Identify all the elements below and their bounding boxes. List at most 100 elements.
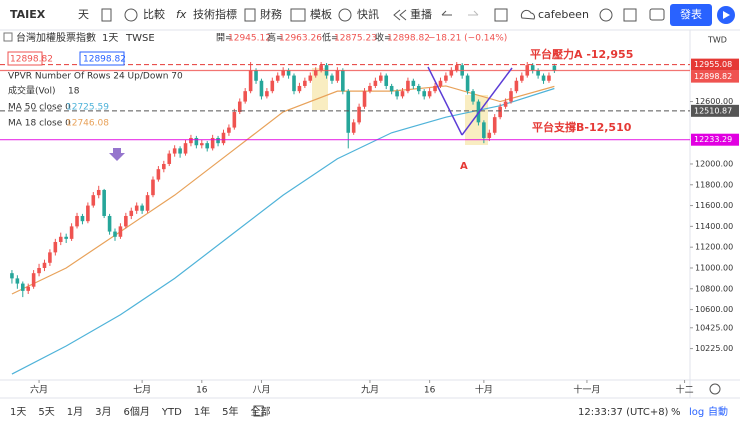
candle-body — [265, 91, 269, 97]
y-tick-label: 11800.00 — [695, 180, 733, 189]
candle-body — [406, 80, 410, 92]
candle-body — [124, 215, 128, 227]
candle-body — [53, 241, 58, 253]
date-range-icon[interactable] — [253, 405, 264, 417]
range-button[interactable]: 3月 — [95, 406, 111, 418]
candle-body — [232, 111, 237, 128]
candle-body — [216, 137, 220, 144]
clock: 12:33:37 (UTC+8) — [578, 407, 669, 418]
y-tick-label: 10800.00 — [695, 284, 733, 293]
replay-icon[interactable] — [393, 9, 407, 21]
legend-interval: 1天 — [102, 33, 118, 44]
candle-body — [205, 143, 210, 149]
range-button[interactable]: 1月 — [67, 406, 83, 418]
symbol[interactable]: TAIEX — [10, 8, 46, 21]
range-button[interactable]: 全部 — [251, 405, 271, 418]
layout-icon[interactable] — [494, 8, 508, 22]
change: −18.21 (−0.14%) — [428, 34, 507, 44]
user-name[interactable]: cafebeen — [538, 8, 589, 21]
settings-icon[interactable] — [599, 8, 613, 22]
templates-btn[interactable]: 模板 — [310, 7, 332, 21]
range-button[interactable]: 1天 — [10, 407, 26, 418]
candle-body — [48, 252, 52, 263]
ma-line — [11, 87, 555, 375]
fx-icon[interactable]: fx — [176, 8, 187, 21]
publish-button[interactable] — [670, 4, 712, 26]
cloud-icon[interactable] — [520, 9, 536, 20]
price-tag — [691, 104, 739, 117]
candle-body — [351, 122, 356, 133]
templates-icon[interactable] — [290, 8, 306, 22]
y-tick-label: 11200.00 — [695, 243, 733, 252]
candle-body — [346, 91, 351, 133]
axis-settings-icon[interactable] — [709, 383, 721, 395]
candle-body — [313, 70, 318, 76]
x-tick-label: 八月 — [252, 385, 270, 396]
indicator-value: 12725.59 — [66, 103, 109, 113]
candle-body — [422, 91, 426, 97]
candle-body — [297, 85, 302, 92]
candle-body — [194, 137, 199, 146]
price-box — [79, 51, 125, 66]
x-tick-label: 十一月 — [573, 384, 600, 396]
y-tick-label: 11000.00 — [695, 263, 733, 272]
indicator-name: 成交量(Vol) — [8, 85, 56, 97]
indicators-btn[interactable]: 技術指標 — [193, 7, 237, 21]
candle-body — [498, 106, 502, 118]
price-tag — [691, 133, 739, 146]
candle-body — [221, 132, 226, 144]
snapshot-icon[interactable] — [649, 8, 665, 21]
candle-body — [64, 236, 68, 239]
redo-icon[interactable] — [468, 10, 479, 16]
candle-body — [384, 75, 389, 86]
candle-body — [400, 91, 405, 97]
candle-body — [503, 101, 508, 107]
range-button[interactable]: 6個月 — [124, 405, 150, 418]
low-value: 12875.23 — [334, 34, 377, 44]
undo-icon[interactable] — [441, 10, 452, 16]
close-label: 收= — [375, 32, 392, 44]
financials-btn[interactable]: 財務 — [260, 7, 282, 21]
fullscreen-icon[interactable] — [623, 8, 637, 22]
legend-name: 台灣加權股票指數 — [16, 31, 96, 44]
candle-body — [487, 132, 492, 138]
candle-body — [427, 91, 432, 97]
candle-body — [330, 75, 334, 81]
compare-icon[interactable] — [124, 8, 138, 22]
low-label: 低= — [322, 32, 339, 44]
x-tick-label: 七月 — [133, 385, 151, 396]
high-value: 12963.26 — [279, 34, 322, 44]
range-button[interactable]: 1年 — [194, 405, 210, 418]
candle-body — [530, 65, 535, 71]
candle-body — [270, 80, 275, 92]
collapse-icon[interactable] — [3, 32, 13, 42]
range-button[interactable]: 5天 — [38, 407, 54, 418]
y-tick-label: 11600.00 — [695, 201, 733, 210]
range-button[interactable]: YTD — [161, 407, 182, 418]
close-value: 12898.82 — [387, 34, 430, 44]
interval[interactable]: 天 — [78, 8, 89, 21]
publish-label[interactable]: 發表 — [680, 7, 702, 21]
replay-btn[interactable]: 重播 — [410, 7, 432, 21]
price-box — [7, 51, 43, 66]
open-label: 開= — [216, 33, 233, 44]
financials-icon[interactable] — [244, 8, 256, 22]
x-tick-label: 16 — [196, 386, 208, 396]
log-toggle[interactable]: log — [689, 407, 704, 418]
percent-toggle[interactable]: % — [671, 407, 681, 418]
ma-line — [11, 85, 555, 295]
candle-body — [210, 137, 215, 149]
alert-icon[interactable] — [338, 8, 352, 22]
chart-style-icon[interactable] — [101, 8, 112, 22]
candle-body — [183, 143, 188, 154]
trend-line — [461, 67, 513, 136]
candle-body — [438, 80, 443, 86]
candle-body — [514, 80, 519, 92]
range-button[interactable]: 5年 — [222, 405, 238, 418]
alert-btn[interactable]: 快訊 — [357, 7, 379, 21]
candle-body — [520, 75, 524, 81]
candle-body — [96, 189, 101, 196]
compare[interactable]: 比較 — [143, 7, 165, 21]
indicator-value: 12746.08 — [66, 119, 109, 129]
auto-toggle[interactable]: 自動 — [708, 405, 728, 418]
